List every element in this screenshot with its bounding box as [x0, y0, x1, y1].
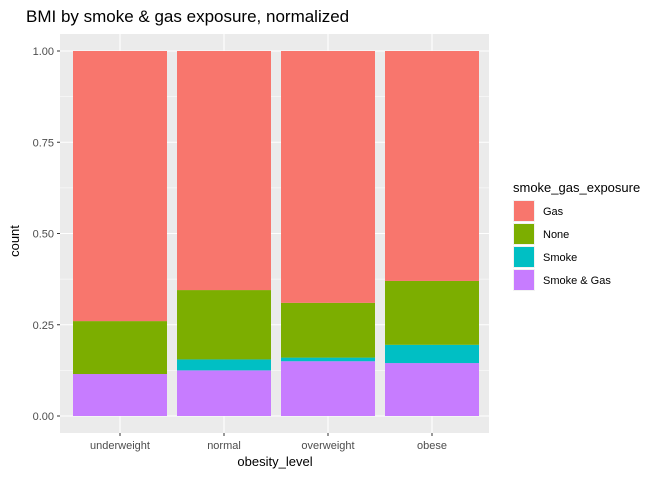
y-axis-ticks: 0.00 0.25 0.50 0.75 1.00 — [33, 46, 60, 423]
x-tick-label-normal: normal — [207, 440, 241, 452]
x-tick-label-obese: obese — [417, 440, 447, 452]
x-tick-label-underweight: underweight — [90, 440, 150, 452]
legend-label-smoke: Smoke — [543, 252, 577, 264]
bar-segment-obese-none — [385, 280, 479, 345]
bar-segment-overweight-none — [281, 302, 375, 358]
bar-segment-obese-smoke-gas — [385, 363, 479, 416]
legend-swatch-none — [514, 224, 534, 244]
bar-segment-normal-none — [177, 290, 271, 360]
bar-segment-obese-smoke — [385, 344, 479, 364]
x-axis-ticks: underweight normal overweight obese — [90, 433, 447, 452]
y-tick-label: 1.00 — [33, 46, 54, 58]
bar-segment-underweight-smoke-gas — [73, 374, 167, 416]
bar-segment-overweight-smoke-gas — [281, 361, 375, 416]
bar-segment-normal-gas — [177, 51, 271, 291]
bar-segment-normal-smoke-gas — [177, 370, 271, 416]
bars — [73, 51, 479, 416]
legend-label-smoke-gas: Smoke & Gas — [543, 275, 611, 287]
y-axis-title: count — [7, 225, 22, 257]
legend-label-gas: Gas — [543, 206, 564, 218]
bar-segment-obese-gas — [385, 51, 479, 281]
bar-segment-underweight-gas — [73, 51, 167, 322]
legend-swatch-smoke-gas — [514, 270, 534, 290]
y-tick-label: 0.25 — [33, 320, 54, 332]
chart-title: BMI by smoke & gas exposure, normalized — [26, 7, 349, 26]
y-tick-label: 0.00 — [33, 411, 54, 423]
legend-label-none: None — [543, 229, 569, 241]
bar-segment-normal-smoke — [177, 359, 271, 371]
legend-swatch-gas — [514, 201, 534, 221]
bar-segment-underweight-none — [73, 321, 167, 375]
x-axis-title: obesity_level — [237, 454, 312, 469]
y-tick-label: 0.50 — [33, 229, 54, 241]
legend-title: smoke_gas_exposure — [513, 180, 640, 195]
bar-segment-overweight-gas — [281, 51, 375, 303]
legend-swatch-smoke — [514, 247, 534, 267]
bar-segment-overweight-smoke — [281, 357, 375, 362]
legend: smoke_gas_exposure Gas None Smoke Smoke & G… — [513, 180, 640, 291]
y-tick-label: 0.75 — [33, 137, 54, 149]
x-tick-label-overweight: overweight — [301, 440, 354, 452]
